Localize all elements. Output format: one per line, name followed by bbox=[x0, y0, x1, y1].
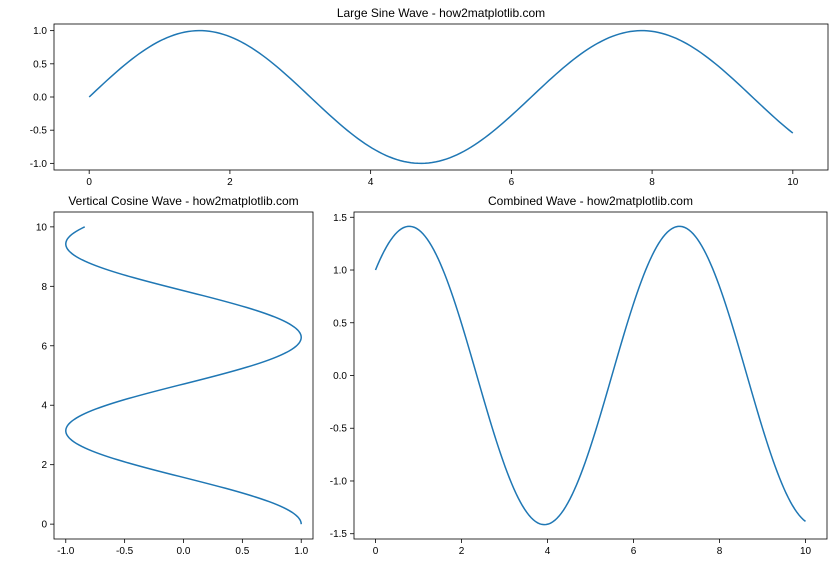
x-tick-label: 6 bbox=[509, 177, 515, 188]
title-cosine: Vertical Cosine Wave - how2matplotlib.co… bbox=[54, 194, 313, 208]
panel-sine: Large Sine Wave - how2matplotlib.com 024… bbox=[54, 24, 828, 170]
y-tick-label: 0.0 bbox=[33, 93, 47, 104]
x-tick-label: 6 bbox=[631, 546, 637, 557]
y-tick-label: 0.5 bbox=[33, 59, 47, 70]
series-line bbox=[66, 227, 301, 524]
x-tick-label: 0.5 bbox=[235, 546, 249, 557]
plot-border bbox=[54, 212, 313, 539]
axes-sine: 0 2 4 6 8 10 -1.0 -0.5 0.0 0.5 1.0 bbox=[14, 24, 840, 200]
panel-combined: Combined Wave - how2matplotlib.com 02468… bbox=[354, 212, 827, 539]
y-tick-label: 1.0 bbox=[333, 266, 347, 277]
y-tick-label: 0 bbox=[41, 520, 47, 531]
x-tick-label: 10 bbox=[800, 546, 812, 557]
y-tick-label: 6 bbox=[41, 341, 47, 352]
x-tick-label: 0 bbox=[373, 546, 379, 557]
plot-border bbox=[54, 24, 828, 170]
x-tick-label: -0.5 bbox=[116, 546, 134, 557]
x-tick-label: 1.0 bbox=[294, 546, 308, 557]
x-tick-label: 0.0 bbox=[177, 546, 191, 557]
x-tick-label: -1.0 bbox=[57, 546, 75, 557]
x-tick-label: 0 bbox=[86, 177, 92, 188]
y-tick-label: -0.5 bbox=[30, 126, 48, 137]
y-tick-label: 0.5 bbox=[333, 318, 347, 329]
y-tick-label: -1.0 bbox=[330, 476, 348, 487]
series-line bbox=[89, 31, 793, 164]
x-tick-label: 10 bbox=[787, 177, 799, 188]
x-tick-label: 8 bbox=[717, 546, 723, 557]
y-tick-label: 1.5 bbox=[333, 213, 347, 224]
x-tick-label: 8 bbox=[649, 177, 655, 188]
x-tick-label: 2 bbox=[459, 546, 465, 557]
y-tick-label: 1.0 bbox=[33, 26, 47, 37]
x-tick-label: 4 bbox=[545, 546, 551, 557]
plot-border bbox=[354, 212, 827, 539]
y-tick-label: 4 bbox=[41, 401, 47, 412]
y-tick-label: -1.0 bbox=[30, 159, 48, 170]
series-line bbox=[376, 226, 806, 524]
x-tick-label: 2 bbox=[227, 177, 233, 188]
axes-combined: 0 2 4 6 8 10 -1.5 -1.0 -0.5 0.0 0.5 1.0 1.5 bbox=[314, 212, 840, 569]
y-tick-label: 2 bbox=[41, 460, 47, 471]
y-tick-label: 8 bbox=[41, 282, 47, 293]
axes-cosine: -1.0 -0.5 0.0 0.5 1.0 0 2 4 6 8 10 bbox=[14, 212, 333, 569]
title-sine: Large Sine Wave - how2matplotlib.com bbox=[54, 6, 828, 20]
y-tick-label: 10 bbox=[36, 222, 48, 233]
y-tick-label: 0.0 bbox=[333, 371, 347, 382]
y-tick-label: -0.5 bbox=[330, 424, 348, 435]
y-tick-label: -1.5 bbox=[330, 529, 348, 540]
panel-cosine-vertical: Vertical Cosine Wave - how2matplotlib.co… bbox=[54, 212, 313, 539]
title-combined: Combined Wave - how2matplotlib.com bbox=[354, 194, 827, 208]
figure: Large Sine Wave - how2matplotlib.com 0 2 4… bbox=[0, 0, 840, 560]
x-tick-label: 4 bbox=[368, 177, 374, 188]
